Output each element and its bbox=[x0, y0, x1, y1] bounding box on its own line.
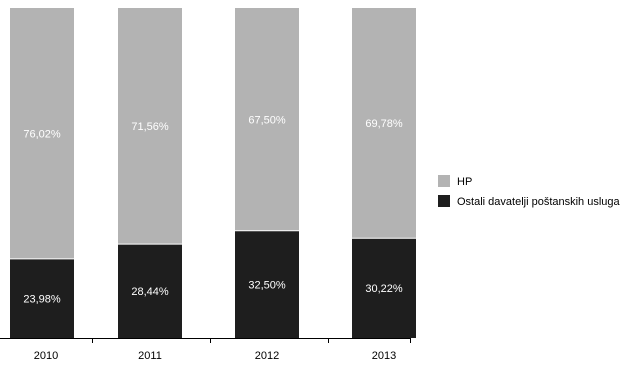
x-axis: 2010 2011 2012 2013 bbox=[0, 338, 411, 362]
x-tick-label: 2012 bbox=[255, 350, 279, 362]
legend-label: Ostali davatelji poštanskih usluga bbox=[457, 196, 621, 208]
bar-segment-ostali bbox=[352, 238, 416, 338]
data-label-hp: 76,02% bbox=[23, 128, 61, 140]
bar-segment-ostali bbox=[118, 244, 182, 338]
legend-swatch bbox=[438, 195, 450, 207]
data-label-ostali: 28,44% bbox=[131, 286, 169, 298]
bar-segment-hp bbox=[352, 8, 416, 239]
bar-segment-ostali bbox=[235, 230, 299, 338]
bar-segment-ostali bbox=[10, 258, 74, 338]
data-labels-group: 76,02% 23,98% 71,56% 28,44% 67,50% 32,50% 69,7… bbox=[23, 114, 403, 305]
data-label-ostali: 30,22% bbox=[365, 283, 403, 295]
bar-segment-hp bbox=[10, 8, 74, 259]
x-tick-label: 2011 bbox=[138, 350, 162, 362]
x-tick-label: 2010 bbox=[34, 350, 58, 362]
legend-swatch bbox=[438, 175, 450, 187]
data-label-ostali: 23,98% bbox=[23, 293, 61, 305]
legend-label: HP bbox=[457, 176, 472, 188]
data-label-ostali: 32,50% bbox=[248, 279, 286, 291]
data-label-hp: 71,56% bbox=[131, 121, 169, 133]
bar-segment-hp bbox=[118, 8, 182, 245]
bars-group bbox=[10, 8, 416, 338]
data-label-hp: 69,78% bbox=[365, 118, 403, 130]
legend: HP Ostali davatelji poštanskih usluga bbox=[438, 175, 621, 208]
bar-segment-hp bbox=[235, 8, 299, 231]
x-tick-label: 2013 bbox=[372, 350, 396, 362]
data-label-hp: 67,50% bbox=[248, 114, 286, 126]
